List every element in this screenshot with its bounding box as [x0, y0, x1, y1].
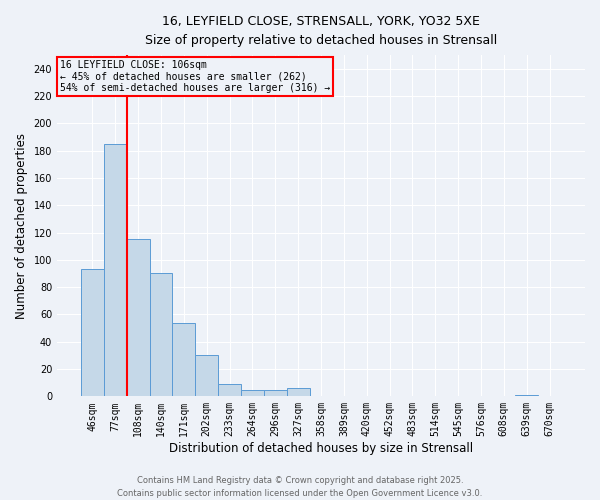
- Text: Contains HM Land Registry data © Crown copyright and database right 2025.
Contai: Contains HM Land Registry data © Crown c…: [118, 476, 482, 498]
- Bar: [127, 240, 149, 396]
- Bar: [81, 270, 104, 396]
- Bar: [104, 144, 127, 397]
- Bar: [149, 274, 172, 396]
- Y-axis label: Number of detached properties: Number of detached properties: [15, 132, 28, 318]
- Bar: [241, 390, 264, 396]
- X-axis label: Distribution of detached houses by size in Strensall: Distribution of detached houses by size …: [169, 442, 473, 455]
- Bar: [264, 390, 287, 396]
- Text: 16 LEYFIELD CLOSE: 106sqm
← 45% of detached houses are smaller (262)
54% of semi: 16 LEYFIELD CLOSE: 106sqm ← 45% of detac…: [59, 60, 330, 94]
- Bar: [172, 322, 196, 396]
- Bar: [515, 395, 538, 396]
- Bar: [287, 388, 310, 396]
- Bar: [196, 356, 218, 397]
- Title: 16, LEYFIELD CLOSE, STRENSALL, YORK, YO32 5XE
Size of property relative to detac: 16, LEYFIELD CLOSE, STRENSALL, YORK, YO3…: [145, 15, 497, 47]
- Bar: [218, 384, 241, 396]
